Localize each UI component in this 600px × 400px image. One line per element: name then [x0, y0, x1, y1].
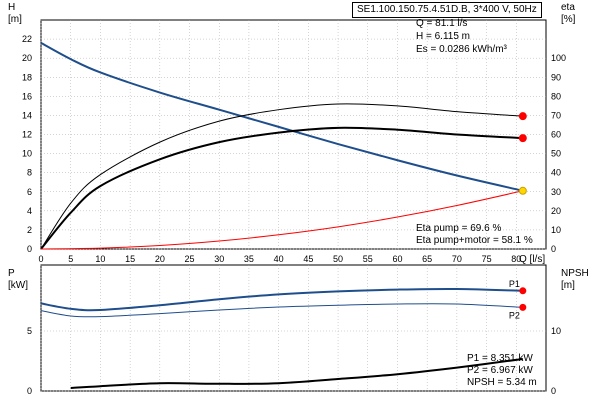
power-npsh: NPSH = 5.34 m [467, 377, 537, 388]
top-x-tick-label: 25 [185, 254, 195, 264]
top-y-right-tick-label: 20 [551, 206, 561, 216]
top-x-tick-label: 30 [214, 254, 224, 264]
bottom-y-left-unit: [kW] [8, 280, 28, 291]
duty-q: Q = 81.1 l/s [416, 18, 468, 29]
top-x-tick-label: 40 [274, 254, 284, 264]
top-y-right-tick-label: 50 [551, 149, 561, 159]
eta-total: Eta pump+motor = 58.1 % [416, 235, 533, 246]
top-marker [518, 112, 527, 121]
top-x-tick-label: 65 [422, 254, 432, 264]
top-y-left-tick-label: 0 [27, 244, 32, 254]
top-series-line [40, 42, 524, 192]
top-x-tick-label: 50 [333, 254, 343, 264]
bottom-series-line [40, 287, 523, 312]
top-marker [518, 186, 527, 195]
top-x-tick-label: 75 [482, 254, 492, 264]
top-y-left-title: H [8, 2, 15, 13]
top-series [40, 42, 527, 250]
top-y-left-tick-label: 10 [22, 149, 32, 159]
top-series-line [40, 103, 523, 250]
top-x-tick-label: 20 [155, 254, 165, 264]
bottom-y-right-title: NPSH [561, 268, 589, 279]
top-series-line [40, 126, 523, 250]
top-x-tick-label: 80 [511, 254, 521, 264]
top-x-tick-label: 0 [38, 254, 43, 264]
top-series-line [40, 190, 523, 250]
duty-es: Es = 0.0286 kWh/m³ [416, 44, 507, 55]
bottom-axes: 0 5 0 10 [27, 326, 561, 396]
axis-labels: H[m]eta[%]Q [l/s]P[kW]NPSH[m] [8, 2, 589, 291]
bottom-y-right-tick-label: 10 [551, 326, 561, 336]
top-x-tick-label: 35 [244, 254, 254, 264]
top-x-axis-title: Q [l/s] [519, 254, 545, 265]
bottom-grid [40, 264, 547, 392]
power-p1: P1 = 8.351 kW [467, 353, 533, 364]
top-x-tick-label: 70 [452, 254, 462, 264]
top-y-left-tick-label: 6 [27, 187, 32, 197]
bottom-marker [519, 287, 527, 295]
bottom-marker [519, 303, 527, 311]
top-y-left-tick-label: 20 [22, 53, 32, 63]
top-x-tick-label: 5 [68, 254, 73, 264]
pump-model-label: SE1.100.150.75.4.51D.B, 3*400 V, 50Hz [357, 4, 537, 15]
pump-model-box: SE1.100.150.75.4.51D.B, 3*400 V, 50Hz [352, 2, 542, 18]
bottom-series-line [70, 357, 523, 389]
top-marker [518, 134, 527, 143]
top-y-right-title: eta [561, 2, 575, 13]
bottom-series-name-label: P1 [509, 279, 520, 289]
top-y-left-tick-label: 8 [27, 168, 32, 178]
top-y-right-tick-label: 60 [551, 130, 561, 140]
top-y-right-tick-label: 10 [551, 225, 561, 235]
efficiency-box: Eta pump = 69.6 % Eta pump+motor = 58.1 … [416, 223, 533, 247]
top-y-left-tick-label: 2 [27, 225, 32, 235]
top-y-left-tick-label: 12 [22, 130, 32, 140]
top-x-tick-label: 60 [392, 254, 402, 264]
eta-pump: Eta pump = 69.6 % [416, 223, 502, 234]
top-y-left-tick-label: 18 [22, 72, 32, 82]
top-y-left-unit: [m] [8, 14, 22, 25]
bottom-series-name-label: P2 [509, 310, 520, 320]
bottom-y-left-tick-label: 5 [27, 326, 32, 336]
bottom-y-left-title: P [8, 268, 15, 279]
bottom-y-left-tick-label: 0 [27, 386, 32, 396]
top-y-right-tick-label: 80 [551, 91, 561, 101]
top-y-left-tick-label: 14 [22, 110, 32, 120]
top-y-left-tick-label: 4 [27, 206, 32, 216]
bottom-y-right-unit: [m] [561, 280, 575, 291]
bottom-y-right-tick-label: 0 [551, 386, 556, 396]
top-axes: 0 5 10 15 20 25 30 35 40 45 50 55 60 65 70 75 80 0 2 4 6 8 10 1… [22, 34, 566, 264]
top-y-right-tick-label: 70 [551, 110, 561, 120]
top-x-tick-label: 15 [125, 254, 135, 264]
top-y-right-tick-label: 100 [551, 53, 566, 63]
top-y-right-tick-label: 0 [551, 244, 556, 254]
top-x-tick-label: 55 [363, 254, 373, 264]
bottom-series-line [40, 303, 523, 318]
power-box: P1 = 8.351 kW P2 = 6.967 kW NPSH = 5.34 … [467, 353, 537, 389]
top-y-left-tick-label: 16 [22, 91, 32, 101]
top-y-right-tick-label: 30 [551, 187, 561, 197]
top-y-left-tick-label: 22 [22, 34, 32, 44]
duty-h: H = 6.115 m [416, 31, 471, 42]
top-x-tick-label: 10 [95, 254, 105, 264]
top-x-tick-label: 45 [303, 254, 313, 264]
power-p2: P2 = 6.967 kW [467, 365, 533, 376]
top-y-right-tick-label: 90 [551, 72, 561, 82]
duty-point-box: Q = 81.1 l/s H = 6.115 m Es = 0.0286 kWh… [416, 17, 507, 56]
top-y-right-tick-label: 40 [551, 168, 561, 178]
bottom-series: P1 P2 [40, 279, 527, 389]
top-y-right-unit: [%] [561, 14, 576, 25]
